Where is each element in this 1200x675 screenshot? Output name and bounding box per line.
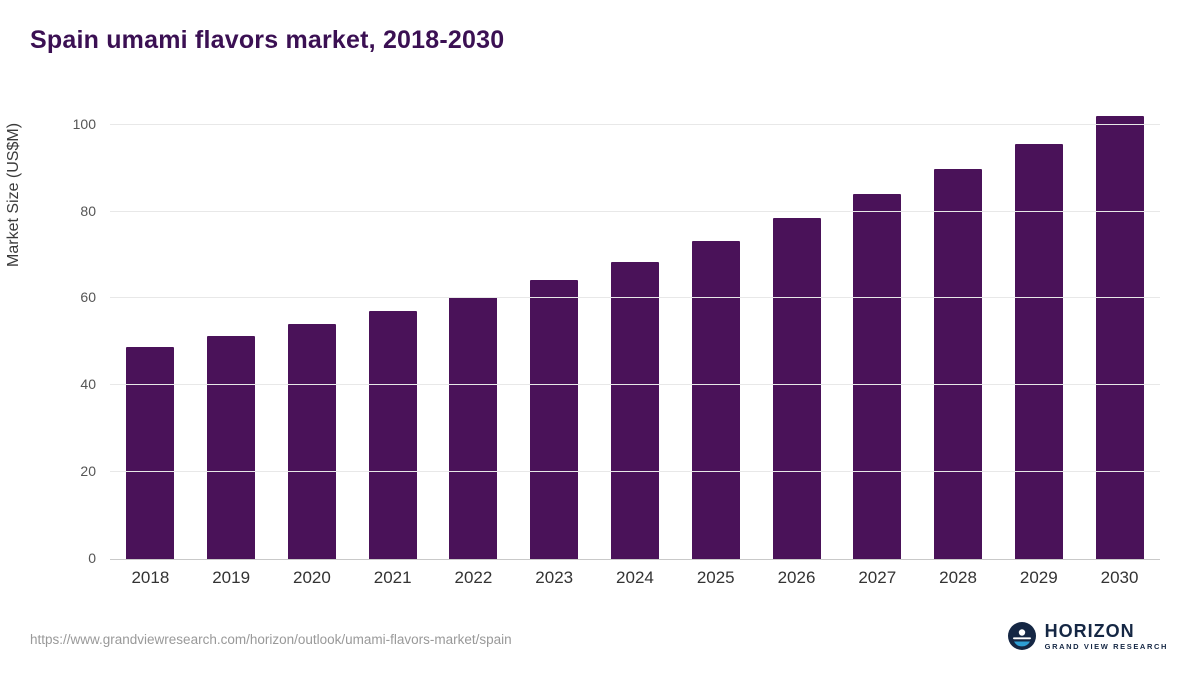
gridline-y-80: 80 [80, 203, 1160, 219]
bar-2029[interactable] [1014, 144, 1063, 559]
x-tick-label-2025: 2025 [696, 568, 735, 587]
source-url: https://www.grandviewresearch.com/horizo… [30, 632, 512, 647]
bar-2026[interactable] [772, 217, 821, 559]
x-tick-label-2018: 2018 [131, 568, 170, 587]
x-tick-label-2021: 2021 [373, 568, 412, 587]
y-tick-label-40: 40 [80, 376, 96, 393]
bar-2030[interactable] [1095, 116, 1144, 559]
bar-2018[interactable] [126, 347, 175, 559]
bar-2020[interactable] [287, 323, 336, 559]
bar-2023[interactable] [530, 279, 579, 559]
bar-2025[interactable] [691, 240, 740, 559]
horizon-logo-subtitle: GRAND VIEW RESEARCH [1044, 642, 1168, 651]
y-tick-label-0: 0 [88, 550, 96, 566]
y-axis-title: Market Size (US$M) [5, 122, 22, 267]
horizon-logo-name: HORIZON [1044, 621, 1135, 641]
bar-2028[interactable] [934, 169, 983, 559]
x-tick-label-2023: 2023 [535, 568, 574, 587]
plot-area: 0 20 40 60 80 100 [73, 103, 1160, 566]
x-tick-label-2026: 2026 [777, 568, 816, 587]
gridline-y-100: 100 [73, 116, 1160, 132]
page-title: Spain umami flavors market, 2018-2030 [30, 26, 505, 54]
bar-series [110, 103, 1160, 559]
x-tick-label-2029: 2029 [1019, 568, 1058, 587]
bar-2021[interactable] [368, 311, 417, 559]
x-tick-label-2030: 2030 [1100, 568, 1139, 587]
horizon-logo: HORIZON GRAND VIEW RESEARCH [1007, 622, 1168, 651]
gridline-y-0: 0 [88, 550, 1160, 566]
y-tick-label-60: 60 [80, 289, 96, 306]
x-tick-label-2022: 2022 [454, 568, 493, 587]
x-tick-label-2028: 2028 [939, 568, 977, 587]
x-axis-labels: 2018 2019 2020 2021 2022 2023 2024 2025 2026 2027… [110, 568, 1160, 588]
x-tick-label-2024: 2024 [616, 568, 654, 587]
x-tick-label-2020: 2020 [292, 568, 331, 587]
y-tick-label-20: 20 [80, 463, 96, 480]
gridline-y-40: 40 [80, 376, 1160, 392]
bar-2019[interactable] [207, 335, 256, 559]
gridline-y-60: 60 [80, 289, 1160, 305]
bar-2024[interactable] [610, 261, 659, 559]
x-tick-label-2019: 2019 [212, 568, 251, 587]
bar-2022[interactable] [449, 296, 498, 559]
x-tick-label-2027: 2027 [858, 568, 897, 587]
y-tick-label-80: 80 [80, 202, 96, 219]
bar-2027[interactable] [853, 194, 902, 559]
horizon-logo-text: HORIZON GRAND VIEW RESEARCH [1045, 622, 1168, 651]
gridline-y-20: 20 [80, 463, 1160, 479]
y-tick-label-100: 100 [72, 115, 96, 132]
horizon-logo-icon [1007, 622, 1036, 651]
